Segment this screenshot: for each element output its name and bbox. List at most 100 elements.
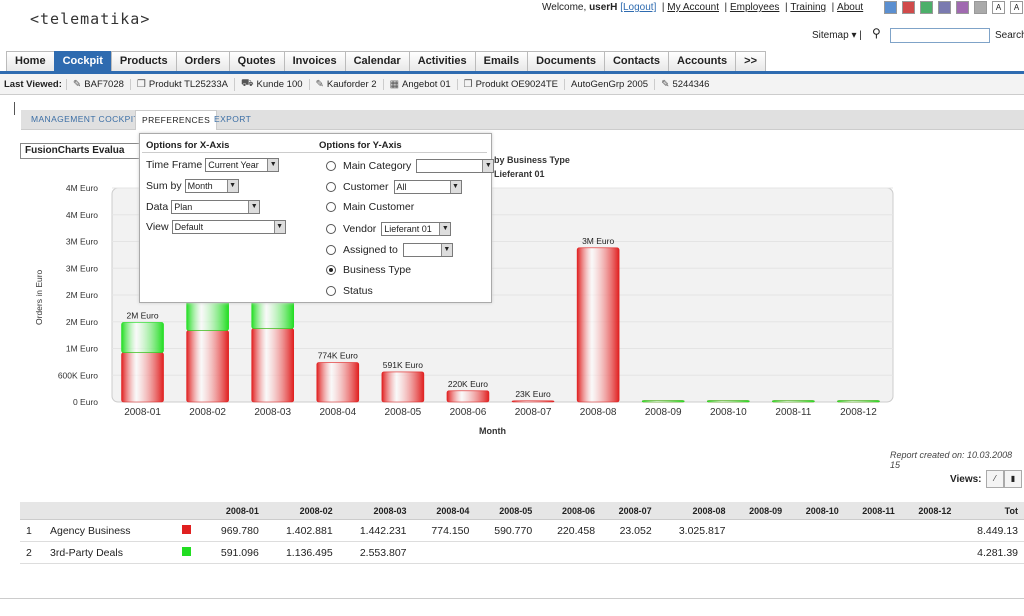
nav-tab-invoices[interactable]: Invoices xyxy=(283,51,346,71)
chevron-down-icon: ▼ xyxy=(440,244,452,256)
column-header[interactable]: 2008-02 xyxy=(264,502,339,520)
value-cell: 591.096 xyxy=(202,541,265,564)
column-header[interactable]: 2008-08 xyxy=(657,502,732,520)
nav-tab-contacts[interactable]: Contacts xyxy=(603,51,670,71)
y-tick-label: 2M Euro xyxy=(66,290,98,300)
x-axis-title: Month xyxy=(479,426,506,436)
bar--rd-party-deals[interactable] xyxy=(121,322,164,353)
last-viewed-item[interactable]: AutoGenGrp 2005 xyxy=(563,78,654,90)
column-header[interactable]: 2008-12 xyxy=(900,502,958,520)
column-header[interactable]: 2008-10 xyxy=(788,502,845,520)
radio-status[interactable] xyxy=(326,286,336,296)
bar--rd-party-deals[interactable] xyxy=(837,400,880,403)
nav-tab-documents[interactable]: Documents xyxy=(527,51,605,71)
bar-agency-business[interactable] xyxy=(381,371,425,403)
value-cell xyxy=(412,541,476,564)
theme-swatch[interactable] xyxy=(956,1,969,14)
column-header[interactable]: 2008-01 xyxy=(202,502,265,520)
sum-by-value: Month xyxy=(187,181,213,191)
last-viewed-item[interactable]: ✎ 5244346 xyxy=(654,78,715,90)
sitemap-label[interactable]: Sitemap xyxy=(812,30,849,41)
sitemap-menu[interactable]: Sitemap ▾ | xyxy=(812,30,862,41)
radio-vendor[interactable] xyxy=(326,224,336,234)
radio-business-type[interactable] xyxy=(326,265,336,275)
column-header[interactable]: 2008-11 xyxy=(844,502,901,520)
last-viewed-label: BAF7028 xyxy=(84,78,124,90)
nav-tab-[interactable]: >> xyxy=(735,51,767,71)
column-header[interactable]: 2008-06 xyxy=(538,502,602,520)
bar-agency-business[interactable] xyxy=(576,247,620,403)
left-divider xyxy=(14,102,15,115)
record-icon: ⛟ xyxy=(240,77,254,89)
swatch-cell xyxy=(176,541,202,564)
data-select[interactable]: Plan ▼ xyxy=(171,200,261,214)
nav-tab-cockpit[interactable]: Cockpit xyxy=(53,51,112,71)
sum-by-select[interactable]: Month ▼ xyxy=(184,179,239,193)
bar-agency-business[interactable] xyxy=(511,400,555,403)
column-header[interactable]: 2008-07 xyxy=(601,502,658,520)
about-link[interactable]: About xyxy=(837,2,864,13)
last-viewed-item[interactable]: ✎ Kauforder 2 xyxy=(308,78,383,90)
training-link[interactable]: Training xyxy=(790,2,827,13)
header-cell xyxy=(20,502,44,520)
record-icon: ❒ xyxy=(136,78,146,90)
vendor-select[interactable]: Lieferant 01 ▼ xyxy=(381,222,452,236)
font-size-button[interactable]: A xyxy=(1010,1,1023,14)
last-viewed-item[interactable]: ❒ Produkt OE9024TE xyxy=(456,78,564,90)
main-category-select[interactable]: ▼ xyxy=(416,159,495,173)
column-header[interactable]: Tot xyxy=(957,502,1024,520)
column-header[interactable]: 2008-09 xyxy=(731,502,789,520)
bar-agency-business[interactable] xyxy=(121,352,164,403)
last-viewed-item[interactable]: ✎ BAF7028 xyxy=(65,78,130,90)
nav-tab-quotes[interactable]: Quotes xyxy=(228,51,285,71)
nav-tab-emails[interactable]: Emails xyxy=(474,51,529,71)
tab-management-cockpit[interactable]: MANAGEMENT COCKPIT xyxy=(31,114,140,124)
bar-agency-business[interactable] xyxy=(251,328,295,403)
search-input[interactable] xyxy=(890,28,990,43)
assigned-to-select[interactable]: ▼ xyxy=(402,243,453,257)
y-axis-options-title: Options for Y-Axis xyxy=(319,140,402,151)
my-account-link[interactable]: My Account xyxy=(667,2,719,13)
logout-link[interactable]: [Logout] xyxy=(620,2,657,13)
theme-swatch[interactable] xyxy=(902,1,915,14)
theme-swatch[interactable] xyxy=(938,1,951,14)
last-viewed-item[interactable]: ❒ Produkt TL25233A xyxy=(129,78,234,90)
column-header[interactable]: 2008-05 xyxy=(475,502,539,520)
nav-tab-products[interactable]: Products xyxy=(110,51,177,71)
nav-tab-orders[interactable]: Orders xyxy=(175,51,230,71)
bar-agency-business[interactable] xyxy=(186,330,229,403)
radio-main-customer[interactable] xyxy=(326,202,336,212)
bar--rd-party-deals[interactable] xyxy=(706,400,750,403)
column-header[interactable]: 2008-03 xyxy=(338,502,413,520)
last-viewed-item[interactable]: ⛟ Kunde 100 xyxy=(233,77,309,91)
bar-view-icon[interactable]: ▮ xyxy=(1004,470,1022,488)
theme-swatch[interactable] xyxy=(884,1,897,14)
nav-tab-accounts[interactable]: Accounts xyxy=(668,51,737,71)
radio-main-category[interactable] xyxy=(326,161,336,171)
theme-swatch[interactable] xyxy=(974,1,987,14)
nav-tab-home[interactable]: Home xyxy=(6,51,55,71)
theme-swatch[interactable] xyxy=(920,1,933,14)
view-select[interactable]: Default ▼ xyxy=(171,220,286,234)
employees-link[interactable]: Employees xyxy=(729,2,780,13)
radio-assigned-to[interactable] xyxy=(326,245,336,255)
bar-agency-business[interactable] xyxy=(316,362,360,403)
bar--rd-party-deals[interactable] xyxy=(641,400,685,403)
last-viewed-item[interactable]: ▦ Angebot 01 xyxy=(382,78,457,90)
time-frame-select[interactable]: Current Year ▼ xyxy=(205,158,280,172)
nav-tab-activities[interactable]: Activities xyxy=(408,51,476,71)
value-cell xyxy=(788,541,845,564)
vendor-value: Lieferant 01 xyxy=(384,224,432,234)
search-button[interactable]: Search xyxy=(995,30,1024,41)
customer-select[interactable]: All ▼ xyxy=(393,180,462,194)
tab-preferences[interactable]: PREFERENCES xyxy=(135,110,218,130)
data-value: Plan xyxy=(174,202,193,212)
radio-customer[interactable] xyxy=(326,182,336,192)
bar--rd-party-deals[interactable] xyxy=(772,400,815,403)
line-view-icon[interactable]: ⁄ xyxy=(986,470,1004,488)
tab-export[interactable]: EXPORT xyxy=(214,114,252,124)
nav-tab-calendar[interactable]: Calendar xyxy=(344,51,410,71)
bar-agency-business[interactable] xyxy=(446,390,490,403)
font-size-button[interactable]: A xyxy=(992,1,1005,14)
column-header[interactable]: 2008-04 xyxy=(412,502,476,520)
